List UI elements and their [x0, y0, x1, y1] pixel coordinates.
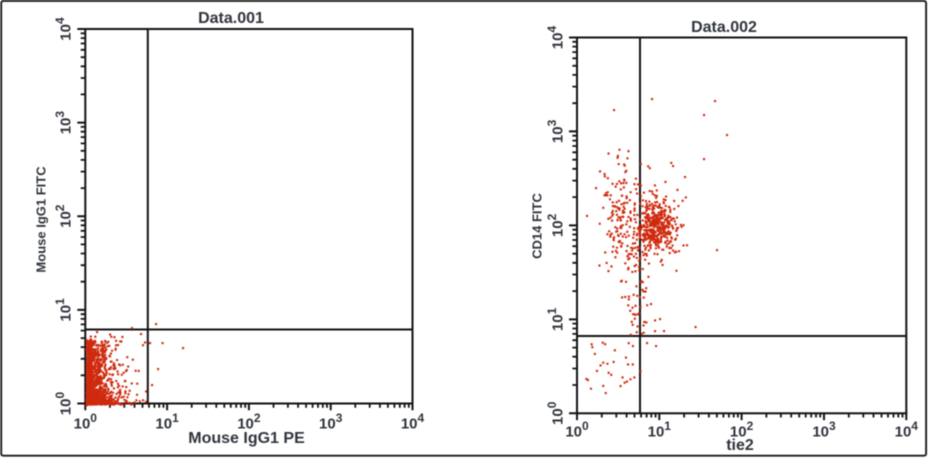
svg-text:Data.002: Data.002: [691, 19, 757, 36]
svg-text:Mouse IgG1 PE: Mouse IgG1 PE: [188, 430, 305, 447]
svg-text:Data.001: Data.001: [198, 10, 264, 27]
svg-text:Mouse IgG1 FITC: Mouse IgG1 FITC: [34, 166, 49, 273]
svg-text:tie2: tie2: [726, 437, 754, 454]
svg-text:CD14 FITC: CD14 FITC: [530, 193, 545, 259]
